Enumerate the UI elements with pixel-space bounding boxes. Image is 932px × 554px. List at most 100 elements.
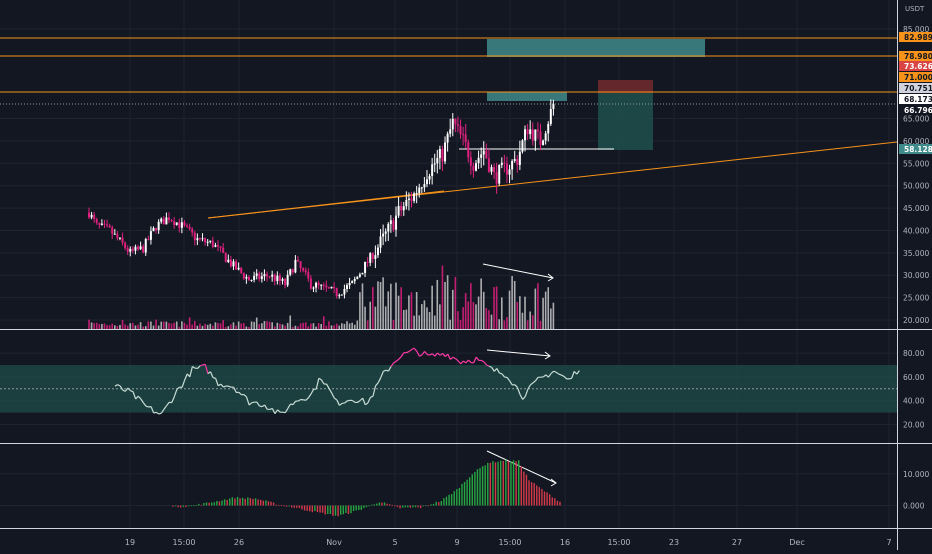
candle-body (519, 152, 521, 165)
candle-body (134, 247, 136, 251)
price-label-badge: 68.173 (899, 94, 932, 104)
candle-body (232, 261, 234, 266)
volume-bar (344, 324, 346, 329)
time-tick-label: 15:00 (607, 538, 630, 547)
volume-bar (320, 324, 322, 329)
macd-bar (469, 477, 470, 505)
candle-body (496, 172, 498, 184)
candle-body (122, 238, 124, 243)
candle-body (119, 238, 121, 239)
volume-bar (442, 266, 444, 329)
rsi-segment (252, 402, 255, 403)
candle-body (369, 253, 371, 263)
volume-bar (305, 322, 307, 329)
candle-body (98, 223, 100, 225)
candle-body (240, 268, 242, 273)
candle-body (263, 274, 265, 276)
volume-bar (292, 327, 294, 329)
macd-bar (443, 498, 444, 505)
stop-loss-box (598, 80, 653, 93)
volume-bar (261, 323, 263, 329)
macd-bar (193, 505, 194, 506)
volume-bar (253, 322, 255, 329)
macd-bar (198, 504, 199, 506)
macd-bar (392, 505, 393, 506)
candle-body (243, 273, 245, 279)
time-tick-label: 23 (669, 538, 679, 547)
macd-bar (185, 506, 186, 507)
macd-bar (350, 506, 351, 514)
macd-bar (441, 501, 442, 505)
candle-body (398, 206, 400, 216)
candle-body (460, 126, 462, 134)
volume-bar (475, 304, 477, 329)
candle-body (521, 140, 523, 151)
price-label-text: 58.128 (904, 145, 932, 154)
macd-bar (172, 506, 173, 507)
macd-bar (549, 494, 550, 505)
volume-bar (104, 324, 106, 329)
price-label-badge: 82.989 (899, 32, 932, 42)
macd-bar (260, 500, 261, 506)
volume-bar (140, 322, 142, 329)
candle-body (488, 158, 490, 171)
macd-bar (407, 506, 408, 508)
candle-body (331, 287, 333, 288)
macd-bar (208, 503, 209, 506)
candle-body (527, 129, 529, 134)
macd-bar (557, 501, 558, 506)
candle-body (542, 141, 544, 145)
macd-bar (348, 506, 349, 514)
candle-body (96, 219, 98, 223)
candle-body (444, 143, 446, 162)
volume-bar (486, 308, 488, 329)
candle-body (88, 213, 90, 218)
macd-bar (433, 504, 434, 506)
volume-bar (142, 327, 144, 329)
volume-bar (122, 320, 124, 329)
macd-bar (384, 502, 385, 505)
candle-body (367, 262, 369, 263)
macd-bar (521, 466, 522, 505)
candle-body (395, 216, 397, 230)
volume-bar (171, 324, 173, 329)
macd-bar (239, 498, 240, 505)
entry-zone-box (487, 92, 567, 101)
macd-bar (263, 501, 264, 506)
volume-bar (173, 323, 175, 329)
volume-bar (150, 322, 152, 329)
volume-bar (382, 277, 384, 329)
candle-body (207, 242, 209, 243)
price-tick-label: 40.000 (903, 226, 929, 235)
volume-bar (447, 275, 449, 329)
candle-body (503, 163, 505, 164)
macd-bar (203, 503, 204, 506)
volume-bar (504, 321, 506, 329)
candle-body (341, 295, 343, 296)
volume-bar (364, 307, 366, 329)
candle-body (91, 215, 93, 218)
volume-bar (315, 327, 317, 329)
macd-bar (438, 502, 439, 505)
volume-bar (277, 323, 279, 329)
macd-bar (299, 506, 300, 508)
volume-bar (467, 302, 469, 329)
macd-bar (523, 472, 524, 506)
volume-bar (145, 326, 147, 329)
volume-bar (129, 323, 131, 329)
volume-bar (516, 302, 518, 329)
candle-body (351, 281, 353, 283)
volume-bar (124, 324, 126, 329)
volume-bar (197, 326, 199, 329)
volume-bar (359, 292, 361, 329)
candle-body (217, 245, 219, 246)
candle-body (418, 188, 420, 193)
macd-bar (226, 500, 227, 506)
rsi-tick-label: 40.00 (903, 397, 925, 406)
volume-bar (331, 325, 333, 329)
macd-bar (278, 505, 279, 506)
macd-bar (417, 506, 418, 508)
macd-bar (177, 506, 178, 508)
